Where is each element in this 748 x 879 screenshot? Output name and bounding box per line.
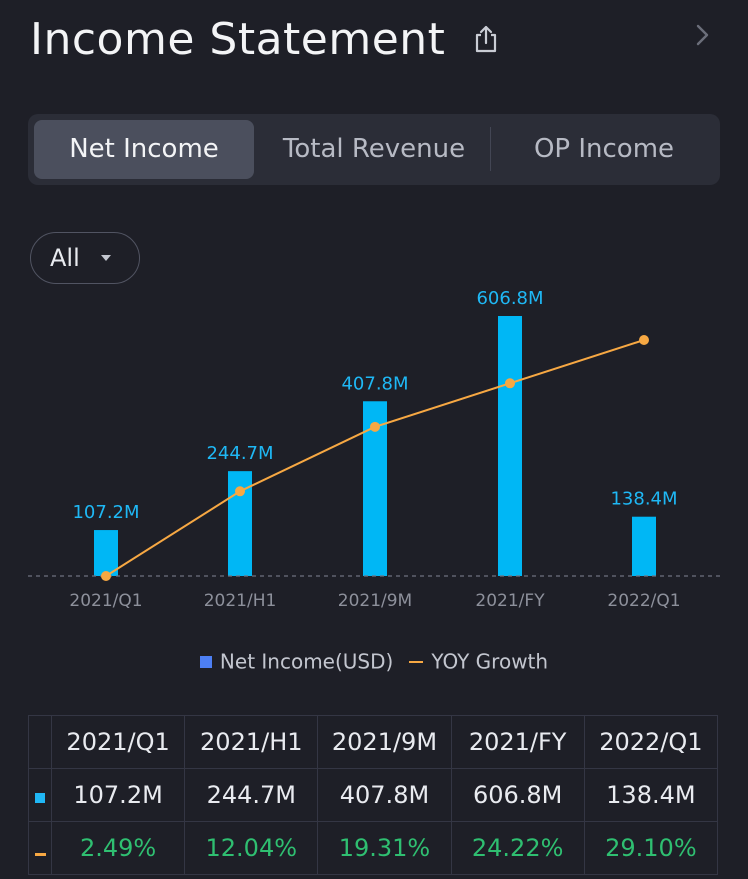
table-header-cell: 2021/FY	[450, 715, 585, 769]
table-header-cell: 2021/9M	[317, 715, 452, 769]
income-table: 2021/Q1 2021/H1 2021/9M 2021/FY 2022/Q1 …	[28, 715, 719, 875]
net-income-chart: 107.2M 2021/Q1 244.7M 2021/H1 407.8M 2021/9M 6…	[28, 288, 720, 611]
tab-total-revenue[interactable]: Total Revenue	[282, 134, 466, 164]
metric-tabs: Net Income Total Revenue OP Income	[28, 114, 720, 185]
yoy-growth-point	[370, 421, 380, 432]
legend-line-swatch	[409, 660, 424, 663]
table-header-row: 2021/Q1 2021/H1 2021/9M 2021/FY 2022/Q1	[28, 715, 719, 769]
yoy-growth-point	[639, 335, 649, 345]
bar-series-marker	[28, 768, 52, 822]
yoy-growth-point	[505, 378, 515, 389]
yoy-growth-point	[101, 571, 111, 581]
table-cell: 107.2M	[50, 768, 186, 822]
x-axis-tick-label: 2021/H1	[204, 591, 277, 611]
chart-bar	[632, 516, 656, 576]
share-icon[interactable]	[472, 24, 500, 54]
table-row-yoy-growth: 2.49% 12.04% 19.31% 24.22% 29.10%	[28, 821, 719, 875]
legend-line-label: YOY Growth	[431, 649, 549, 674]
table-cell: 407.8M	[317, 768, 452, 822]
line-series-marker	[28, 821, 52, 875]
bar-value-label: 407.8M	[341, 373, 408, 394]
caret-down-icon	[101, 255, 111, 261]
table-cell: 138.4M	[583, 768, 719, 822]
line-marker-icon	[34, 853, 46, 856]
x-axis-tick-label: 2022/Q1	[607, 591, 680, 611]
period-filter-dropdown[interactable]: All	[30, 232, 140, 284]
x-axis-tick-label: 2021/Q1	[69, 591, 142, 611]
table-cell: 606.8M	[450, 768, 585, 822]
legend-bar-label: Net Income(USD)	[219, 649, 394, 674]
table-cell: 2.49%	[50, 821, 186, 875]
table-header-cell: 2021/Q1	[50, 715, 186, 769]
tab-op-income[interactable]: OP Income	[533, 134, 675, 164]
tab-divider	[490, 127, 491, 171]
legend-bar-swatch	[199, 655, 212, 668]
chart-bar	[498, 316, 522, 576]
chart-legend: Net Income(USD) YOY Growth	[0, 648, 748, 674]
table-corner-cell	[28, 715, 52, 769]
yoy-growth-point	[235, 486, 245, 497]
chevron-right-icon[interactable]	[692, 22, 712, 48]
table-cell: 12.04%	[184, 821, 319, 875]
chart-bar	[94, 530, 118, 576]
table-cell: 24.22%	[450, 821, 585, 875]
tab-net-income[interactable]: Net Income	[34, 120, 254, 179]
table-cell: 244.7M	[184, 768, 319, 822]
bar-value-label: 606.8M	[476, 288, 543, 309]
bar-value-label: 107.2M	[72, 502, 139, 523]
bar-value-label: 244.7M	[206, 443, 273, 464]
table-header-cell: 2021/H1	[184, 715, 319, 769]
bar-marker-icon	[35, 793, 45, 803]
table-cell: 19.31%	[317, 821, 452, 875]
table-header-cell: 2022/Q1	[583, 715, 719, 769]
bar-value-label: 138.4M	[610, 489, 677, 510]
table-row-net-income: 107.2M 244.7M 407.8M 606.8M 138.4M	[28, 768, 719, 822]
page-title: Income Statement	[30, 14, 446, 65]
x-axis-tick-label: 2021/FY	[475, 591, 545, 611]
period-filter-label: All	[50, 244, 80, 272]
table-cell: 29.10%	[583, 821, 719, 875]
x-axis-tick-label: 2021/9M	[338, 591, 412, 611]
header: Income Statement	[30, 14, 720, 70]
